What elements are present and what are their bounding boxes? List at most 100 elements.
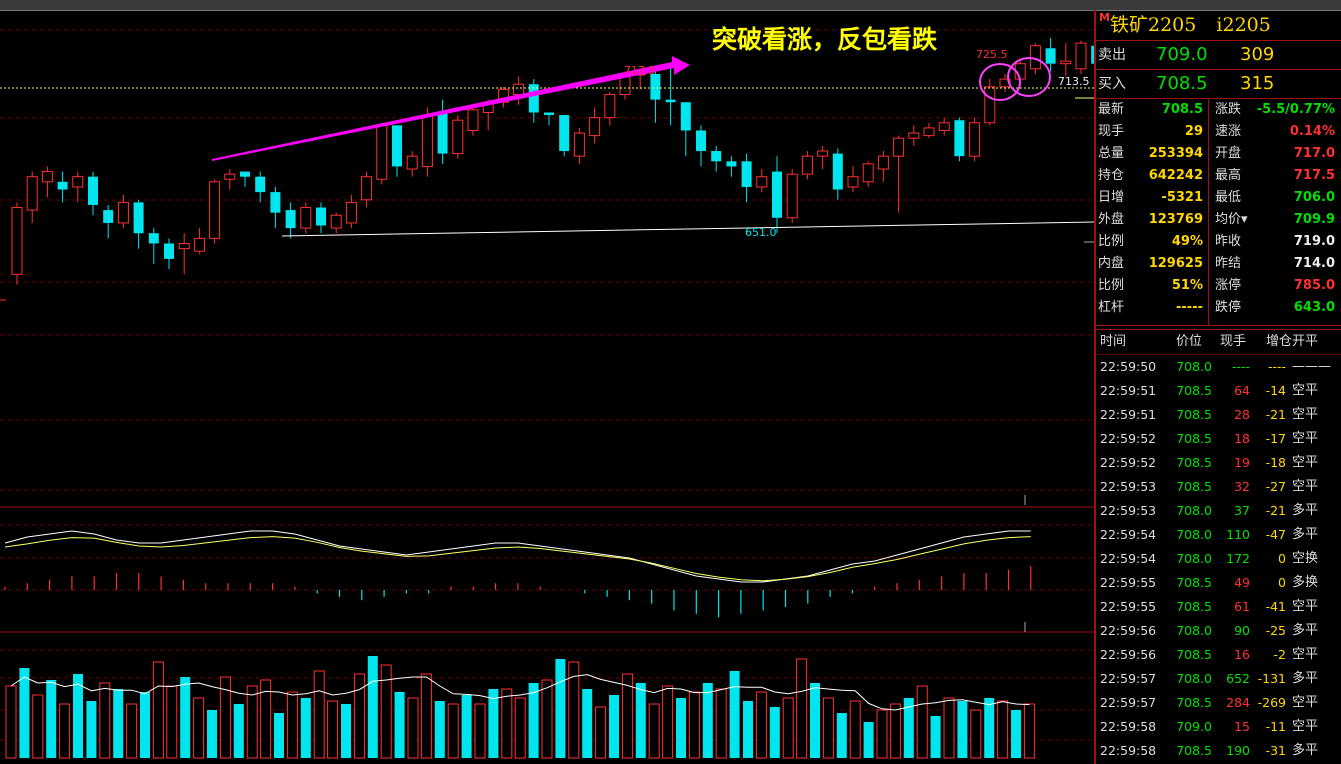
quote-label-2: 涨跌 (1215, 102, 1242, 117)
candle (467, 104, 479, 136)
quote-label: 现手 (1098, 124, 1125, 139)
candle-body (696, 130, 706, 152)
tape-volume: 90 (1234, 623, 1250, 638)
volume-bar (461, 695, 472, 758)
tape-row[interactable]: 22:59:50 708.0 ---- ---- ——— (1096, 355, 1341, 379)
candle-body (862, 163, 874, 183)
quote-label: 最新 (1098, 102, 1125, 117)
volume-bar (300, 698, 311, 758)
tape-row[interactable]: 22:59:54 708.0 172 0 空换 (1096, 547, 1341, 571)
tape-row[interactable]: 22:59:57 708.5 284 -269 空平 (1096, 691, 1341, 715)
tape-time: 22:59:51 (1100, 407, 1157, 422)
tape-row[interactable]: 22:59:56 708.5 16 -2 空平 (1096, 643, 1341, 667)
volume-bar (676, 698, 686, 758)
tape-type: 空平 (1292, 599, 1319, 614)
tape-row[interactable]: 22:59:51 708.5 28 -21 空平 (1096, 403, 1341, 427)
volume-bar (5, 685, 17, 759)
bid-row[interactable]: 买入 708.5 315 (1096, 70, 1341, 99)
quote-label: 比例 (1098, 234, 1125, 249)
quote-value-2: 0.14% (1289, 124, 1335, 139)
candle (680, 102, 691, 157)
candle (696, 125, 706, 167)
quote-label: 持仓 (1098, 168, 1125, 183)
volume-bar (353, 673, 365, 759)
candle-body (26, 176, 38, 211)
tape-row[interactable]: 22:59:55 708.5 49 0 多换 (1096, 571, 1341, 595)
candle (938, 117, 950, 136)
candle (832, 148, 843, 200)
tape-price: 708.5 (1176, 647, 1212, 662)
candle-body (117, 201, 129, 224)
quote-value-2: 714.0 (1293, 256, 1335, 271)
tape-row[interactable]: 22:59:58 708.5 190 -31 多平 (1096, 739, 1341, 763)
tape-price: 709.0 (1176, 719, 1212, 734)
volume-bar (609, 695, 619, 758)
volume-bar (930, 716, 941, 758)
tape-row[interactable]: 22:59:52 708.5 18 -17 空平 (1096, 427, 1341, 451)
tape-row[interactable]: 22:59:56 708.0 90 -25 多平 (1096, 619, 1341, 643)
tape-volume: 110 (1226, 527, 1250, 542)
tape-oi-change: -17 (1265, 431, 1286, 446)
volume-bar (782, 697, 794, 759)
volume-bar (822, 697, 834, 759)
candle-body (786, 173, 798, 219)
tape-row[interactable]: 22:59:53 708.0 37 -21 多平 (1096, 499, 1341, 523)
instrument-name: 铁矿2205 (1110, 14, 1197, 36)
candle-body (1045, 48, 1056, 64)
volume-bar (755, 691, 767, 759)
candle (559, 115, 570, 157)
tape-volume: ---- (1231, 359, 1250, 374)
candle-body (908, 132, 920, 139)
tape-time: 22:59:57 (1100, 671, 1157, 686)
volume-bar (702, 683, 713, 758)
volume-bar (32, 694, 44, 759)
candle-body (938, 122, 950, 131)
volume-bar (286, 691, 298, 759)
ask-row[interactable]: 卖出 709.0 309 (1096, 41, 1341, 70)
candle-body (893, 137, 905, 157)
tape-time: 22:59:56 (1100, 647, 1157, 662)
trade-tape[interactable]: 22:59:50 708.0 ---- ---- ——— 22:59:51 708.5 64-… (1096, 355, 1341, 763)
candle (801, 151, 813, 180)
tape-row[interactable]: 22:59:58 709.0 15 -11 空平 (1096, 715, 1341, 739)
bid-volume: 315 (1240, 73, 1275, 94)
price-chart[interactable]: 725.5 651.0 717.5 713.5 (0, 10, 1094, 764)
tape-time: 22:59:56 (1100, 623, 1157, 638)
tape-row[interactable]: 22:59:51 708.5 64 -14 空平 (1096, 379, 1341, 403)
tape-oi-change: 0 (1278, 575, 1286, 590)
candle-body (255, 176, 266, 193)
tape-row[interactable]: 22:59:53 708.5 32 -27 空平 (1096, 475, 1341, 499)
quote-row: 日增 -5321 最低 706.0 (1096, 187, 1341, 209)
high-label: 725.5 (976, 48, 1008, 61)
volume-bar (984, 698, 995, 758)
candle-body (11, 207, 23, 275)
volume-bar (126, 703, 138, 759)
volume-bar (407, 697, 419, 759)
quote-value: 642242 (1148, 168, 1203, 183)
candle (72, 171, 84, 203)
volume-bar (367, 656, 378, 758)
ask-volume: 309 (1240, 44, 1275, 65)
tape-row[interactable]: 22:59:52 708.5 19 -18 空平 (1096, 451, 1341, 475)
candle (240, 171, 250, 187)
tape-volume: 49 (1234, 575, 1250, 590)
tape-price: 708.5 (1176, 695, 1212, 710)
candle (209, 179, 221, 244)
tape-row[interactable]: 22:59:57 708.0 652 -131 多平 (1096, 667, 1341, 691)
candle (589, 107, 601, 144)
tape-price: 708.5 (1176, 599, 1212, 614)
candle (88, 171, 98, 216)
tape-row[interactable]: 22:59:54 708.0 110 -47 多平 (1096, 523, 1341, 547)
tape-header-cell: 开平 (1292, 334, 1319, 349)
tape-row[interactable]: 22:59:55 708.5 61 -41 空平 (1096, 595, 1341, 619)
tape-oi-change: -2 (1273, 647, 1286, 662)
tape-volume: 32 (1234, 479, 1250, 494)
tape-price: 708.0 (1176, 527, 1212, 542)
candle-body (361, 176, 373, 201)
candle (893, 135, 905, 213)
candle (923, 122, 935, 139)
tape-price: 708.0 (1176, 503, 1212, 518)
candle-body (1091, 45, 1094, 64)
tape-oi-change: -269 (1257, 695, 1286, 710)
tape-header: 时间 价位 现手 增仓 开平 (1096, 330, 1341, 355)
